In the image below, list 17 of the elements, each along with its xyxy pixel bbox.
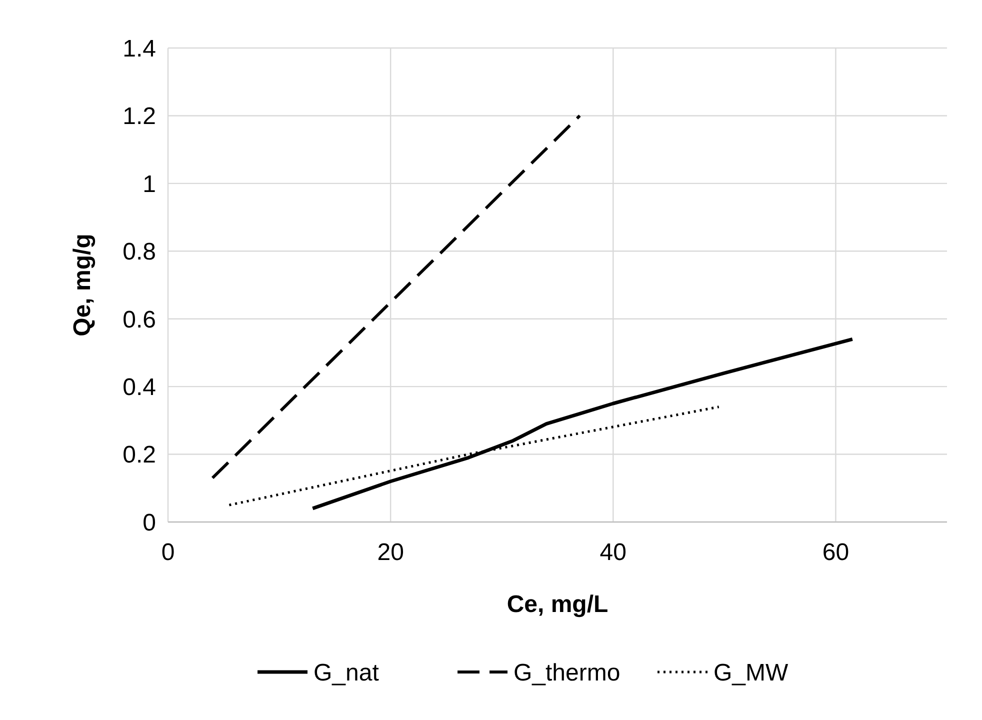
y-tick-label: 0 xyxy=(142,509,156,536)
x-tick-label: 60 xyxy=(822,539,850,566)
x-tick-label: 40 xyxy=(600,539,626,566)
y-tick-label: 1.4 xyxy=(122,35,156,62)
legend-label: G_nat xyxy=(314,659,380,686)
y-tick-label: 0.8 xyxy=(122,238,156,266)
y-tick-label: 1.2 xyxy=(122,103,156,130)
y-tick-label: 0.2 xyxy=(122,442,156,469)
x-tick-label: 0 xyxy=(161,539,175,566)
y-axis-title: Qe, mg/g xyxy=(69,234,96,336)
legend-label: G_MW xyxy=(714,659,789,686)
x-axis-title: Ce, mg/L xyxy=(506,591,608,618)
x-tick-label: 20 xyxy=(377,539,404,566)
y-tick-label: 0.6 xyxy=(122,306,156,334)
y-tick-label: 1 xyxy=(142,170,156,198)
legend-label: G_thermo xyxy=(514,659,620,686)
y-tick-label: 0.4 xyxy=(122,374,156,401)
